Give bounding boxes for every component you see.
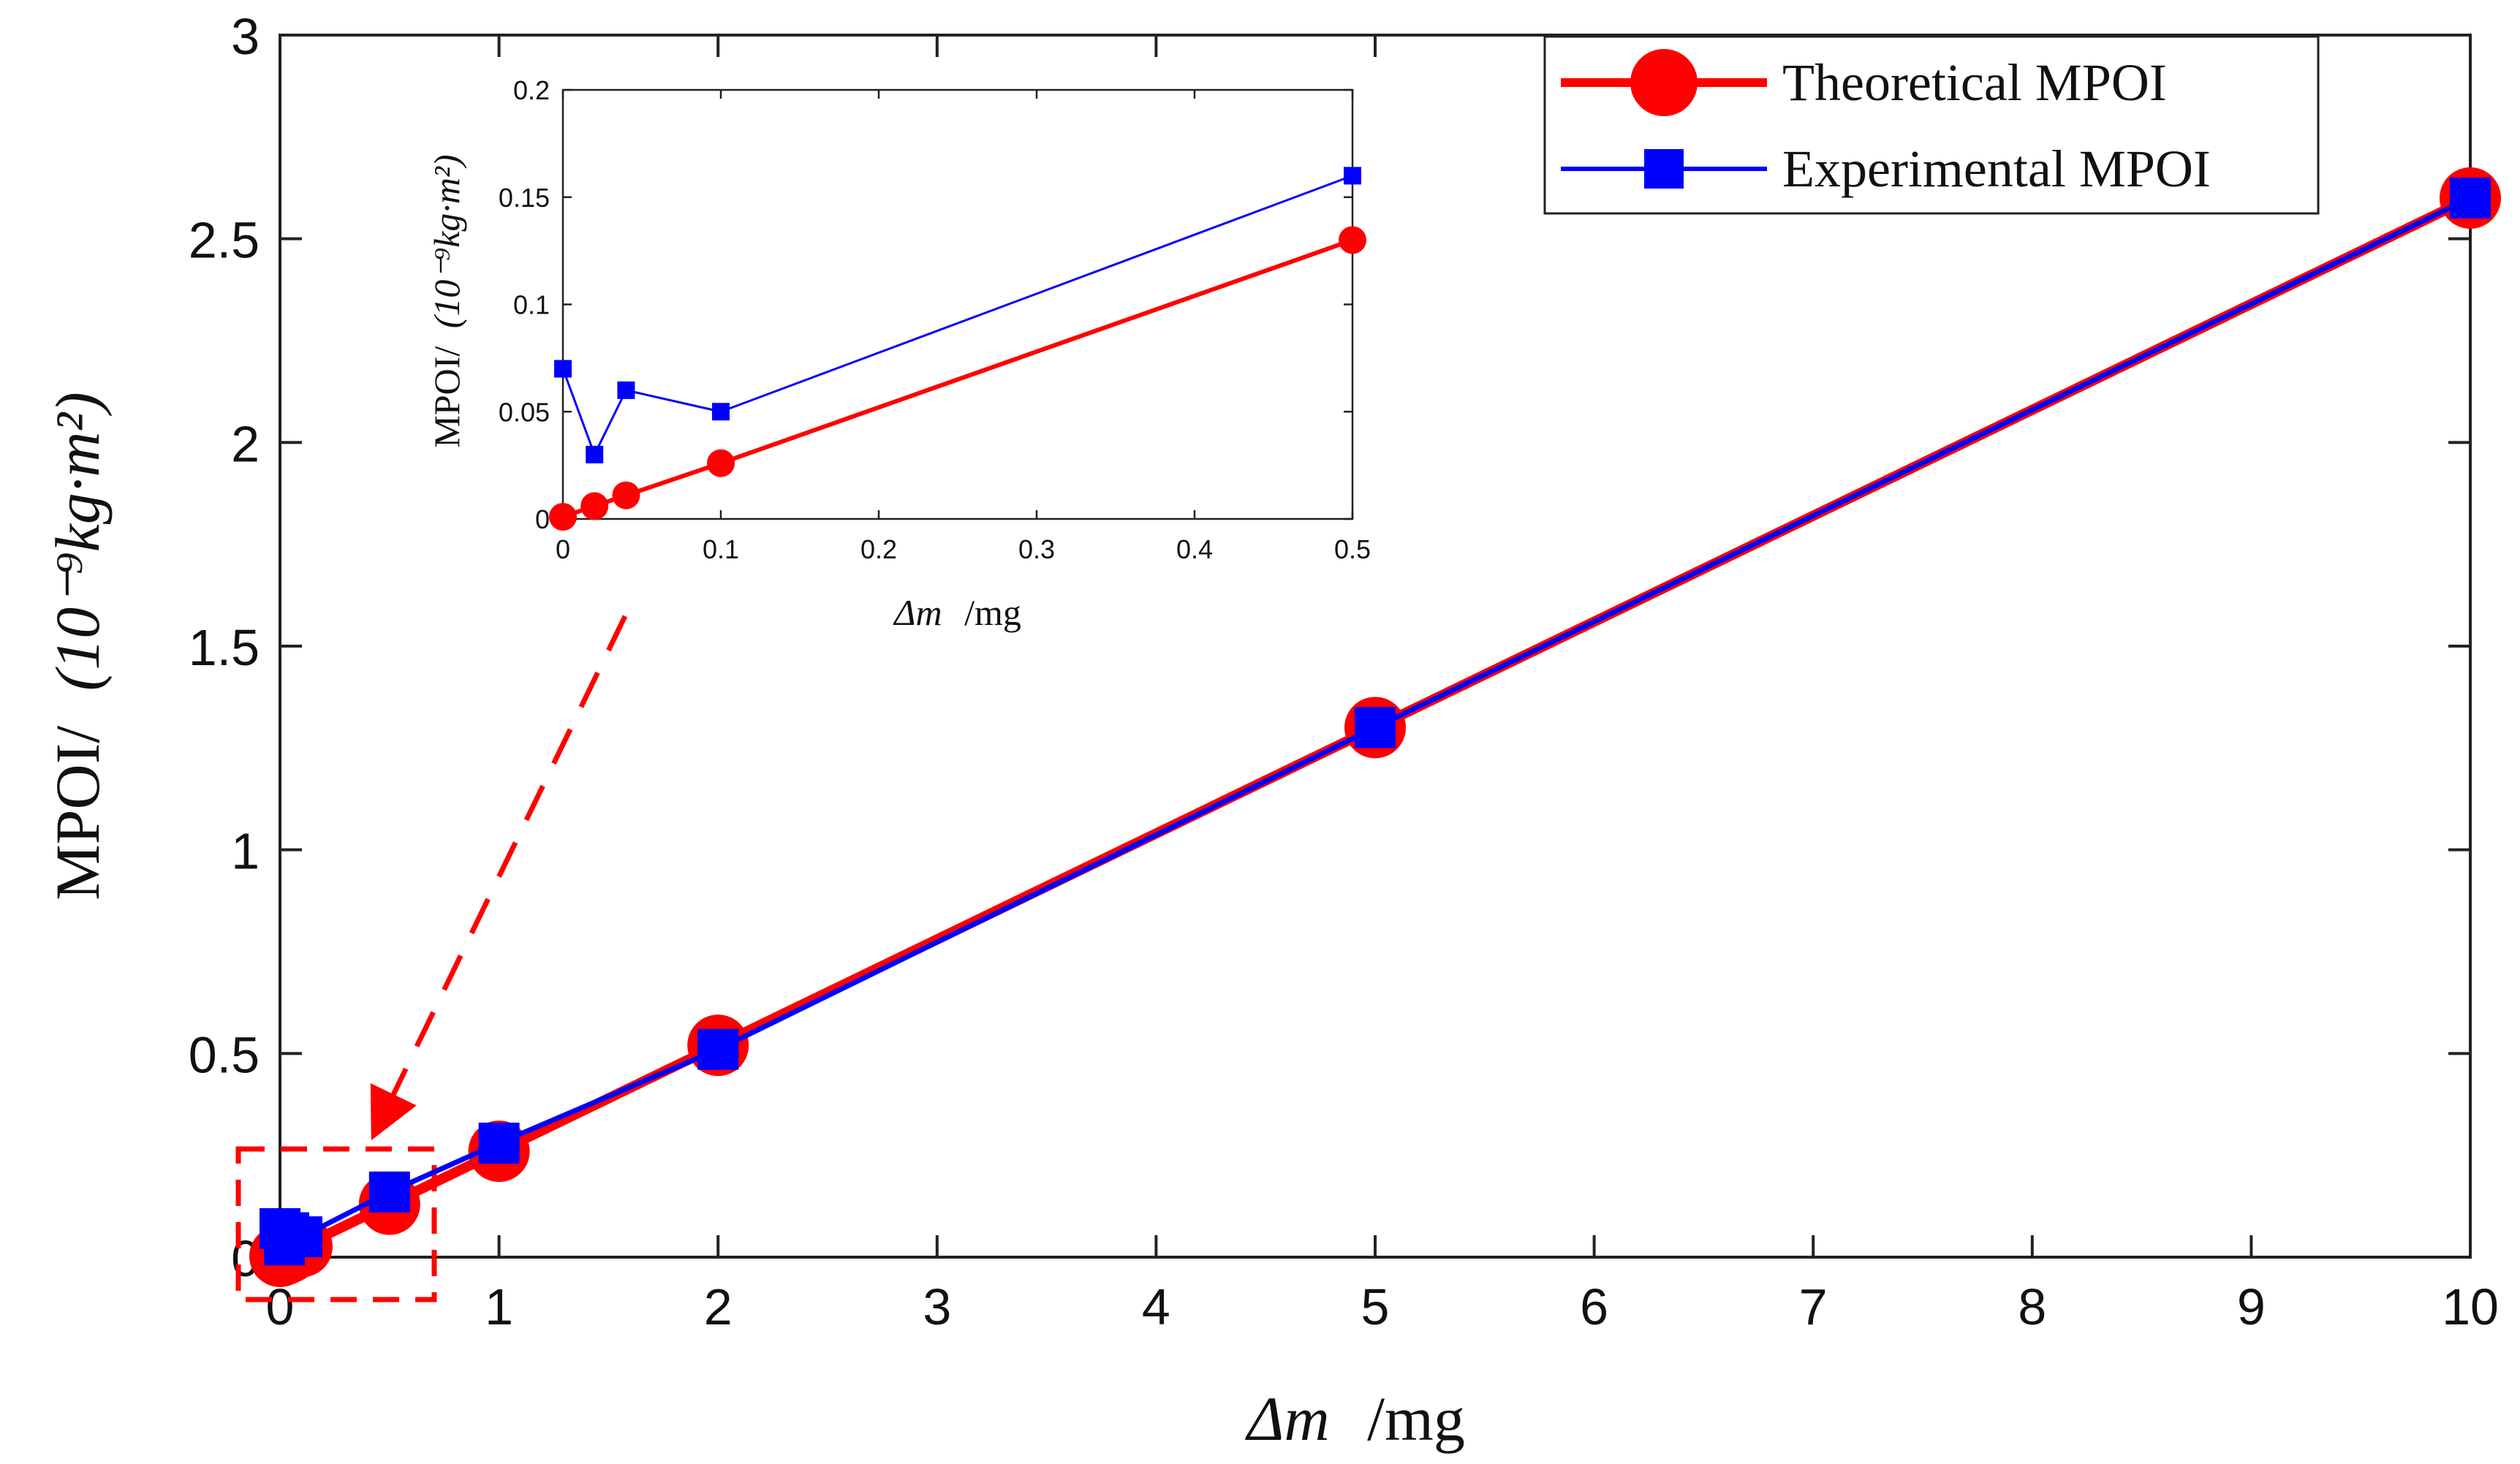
x-tick-label: 0.3	[1018, 534, 1055, 564]
inset-y-axis-prefix: MPOI/	[426, 346, 467, 448]
y-axis-prefix: MPOI/	[42, 726, 113, 900]
inset-plot-area	[561, 88, 1354, 520]
x-axis-variable: Δm	[1245, 1384, 1330, 1454]
main-tick-labels: 0 1 2 3 4 5 6 7 8 9 10 0 0.5 1 1.5 2 2.5 3	[189, 8, 2499, 1335]
x-tick-label: 9	[2237, 1278, 2266, 1335]
x-tick-label: 5	[1361, 1278, 1390, 1335]
y-tick-label: 0.2	[513, 75, 550, 105]
x-tick-label: 0.2	[860, 534, 897, 564]
x-tick-label: 10	[2442, 1278, 2499, 1335]
theoretical-point	[1339, 226, 1366, 254]
x-tick-label: 6	[1580, 1278, 1608, 1335]
inset-tick-labels: 0 0.1 0.2 0.3 0.4 0.5 0 0.05 0.1 0.15 0.2	[499, 75, 1371, 564]
x-tick-label: 2	[704, 1278, 733, 1335]
y-tick-label: 0.05	[499, 397, 550, 427]
y-tick-label: 1	[231, 823, 260, 880]
x-tick-label: 0.5	[1334, 534, 1371, 564]
x-tick-label: 8	[2018, 1278, 2046, 1335]
theoretical-point	[549, 503, 577, 531]
inset-x-axis-unit: /mg	[964, 592, 1021, 633]
experimental-point	[1355, 707, 1396, 748]
inset-y-axis-title: MPOI/ (10⁻⁹kg·m²)	[426, 154, 467, 447]
main-x-axis-title: Δm /mg	[1245, 1384, 1465, 1454]
inset-series-group	[549, 167, 1366, 531]
experimental-point	[712, 403, 730, 421]
experimental-point	[281, 1216, 322, 1258]
x-tick-label: 4	[1142, 1278, 1170, 1335]
theoretical-point	[580, 492, 609, 520]
experimental-point	[586, 445, 604, 463]
main-y-axis-title: MPOI/ (10⁻⁹kg·m²)	[42, 392, 113, 900]
y-tick-label: 0.5	[189, 1026, 260, 1083]
experimental-point	[697, 1028, 739, 1070]
y-tick-label: 0.1	[513, 290, 550, 320]
zoom-arrow	[370, 615, 628, 1141]
y-tick-label: 3	[231, 8, 260, 65]
experimental-point	[617, 381, 635, 399]
legend-experimental-marker	[1644, 149, 1684, 189]
y-axis-unit: (10⁻⁹kg·m²)	[42, 392, 113, 691]
x-tick-label: 0.4	[1176, 534, 1213, 564]
x-tick-label: 1	[485, 1278, 513, 1335]
theoretical-point	[612, 481, 640, 509]
legend-theoretical-label: Theoretical MPOI	[1782, 53, 2167, 112]
inset-x-axis-variable: Δm	[893, 592, 942, 633]
main-series-group	[249, 167, 2501, 1287]
legend: Theoretical MPOI Experimental MPOI	[1543, 35, 2320, 215]
experimental-point	[368, 1171, 410, 1213]
x-tick-label: 7	[1799, 1278, 1828, 1335]
y-tick-label: 2.5	[189, 212, 260, 269]
x-tick-label: 0	[556, 534, 570, 564]
x-tick-label: 3	[923, 1278, 951, 1335]
inset-x-axis-title: Δm /mg	[893, 592, 1021, 633]
experimental-point	[478, 1122, 520, 1164]
x-tick-label: 0	[266, 1278, 295, 1335]
x-axis-unit: /mg	[1367, 1384, 1465, 1454]
y-tick-label: 1.5	[189, 619, 260, 676]
x-tick-label: 0.1	[703, 534, 739, 564]
experimental-point	[554, 360, 572, 378]
y-tick-label: 2	[231, 415, 260, 472]
y-tick-label: 0.15	[499, 183, 550, 213]
experimental-point	[1344, 167, 1361, 185]
theoretical-point	[707, 449, 735, 477]
experimental-point	[2450, 177, 2491, 219]
legend-theoretical-marker	[1630, 49, 1698, 116]
zoom-region-box	[235, 1146, 437, 1302]
inset-y-axis-unit: (10⁻⁹kg·m²)	[426, 154, 467, 328]
legend-experimental-label: Experimental MPOI	[1782, 140, 2211, 198]
y-tick-label: 0	[535, 504, 550, 534]
